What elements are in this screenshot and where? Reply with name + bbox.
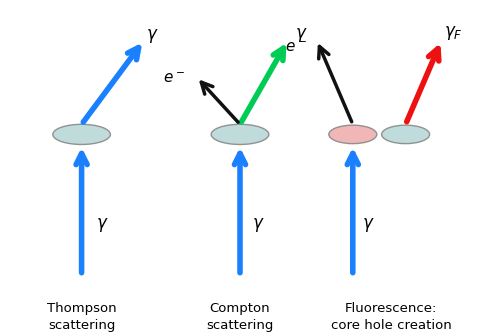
Text: $\gamma$: $\gamma$ [362, 216, 375, 234]
Text: $e^-$: $e^-$ [163, 72, 185, 86]
Text: Compton
scattering: Compton scattering [206, 302, 274, 332]
Text: $e^-$: $e^-$ [285, 40, 307, 54]
Text: Fluorescence:
core hole creation
and emission: Fluorescence: core hole creation and emi… [331, 302, 452, 336]
Text: $\gamma$: $\gamma$ [295, 26, 308, 44]
Ellipse shape [382, 125, 430, 144]
Text: $\gamma$: $\gamma$ [96, 216, 108, 234]
Text: $\gamma$: $\gamma$ [146, 27, 159, 45]
Ellipse shape [211, 124, 269, 144]
Text: $\gamma_F$: $\gamma_F$ [444, 24, 463, 42]
Ellipse shape [329, 125, 377, 144]
Text: $\gamma$: $\gamma$ [252, 216, 264, 234]
Ellipse shape [53, 124, 110, 144]
Text: Thompson
scattering: Thompson scattering [47, 302, 117, 332]
